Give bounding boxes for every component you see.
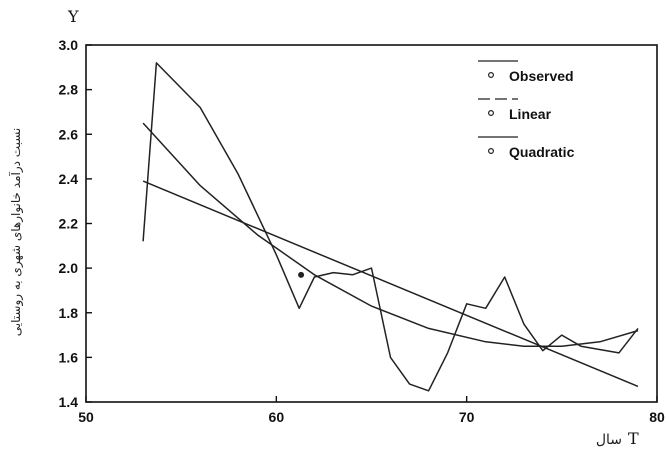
y-axis-ticks: 1.4 1.6 1.8 2.0 2.2 2.4 2.6 2.8 3.0: [59, 37, 92, 410]
y-axis-letter: Y: [67, 7, 79, 26]
legend-marker-icon: [488, 148, 495, 155]
legend: Observed Linear Quadratic: [478, 60, 575, 160]
y-tick-label: 2.0: [59, 260, 79, 276]
legend-label-quadratic: Quadratic: [509, 144, 575, 160]
x-tick-label: 60: [269, 409, 285, 425]
x-tick-label: 80: [649, 409, 665, 425]
series-line-linear: [142, 180, 639, 388]
x-axis-letter: T: [628, 429, 639, 448]
y-tick-label: 1.4: [59, 394, 79, 410]
plot-frame: [85, 44, 658, 403]
x-axis-ticks: 50 60 70 80: [78, 396, 665, 425]
x-axis-label: سال: [596, 432, 622, 448]
series-line-observed: [142, 62, 639, 392]
y-tick-label: 3.0: [59, 37, 79, 53]
y-tick-label: 2.2: [59, 216, 79, 232]
x-tick-label: 70: [459, 409, 475, 425]
data-point-marker: [298, 271, 305, 278]
y-tick-label: 1.8: [59, 305, 79, 321]
y-tick-label: 2.6: [59, 126, 79, 142]
legend-label-observed: Observed: [509, 68, 574, 84]
y-axis-label: نسبت درآمد خانوارهای شهری به روستایی: [8, 128, 24, 336]
legend-marker-icon: [488, 109, 495, 116]
legend-label-linear: Linear: [509, 106, 552, 122]
series-line-quadratic: [142, 122, 639, 347]
series-layer: [142, 62, 639, 392]
x-tick-label: 50: [78, 409, 94, 425]
legend-marker-icon: [488, 71, 495, 78]
y-tick-label: 2.4: [59, 171, 79, 187]
y-tick-label: 1.6: [59, 349, 79, 365]
y-tick-label: 2.8: [59, 82, 79, 98]
